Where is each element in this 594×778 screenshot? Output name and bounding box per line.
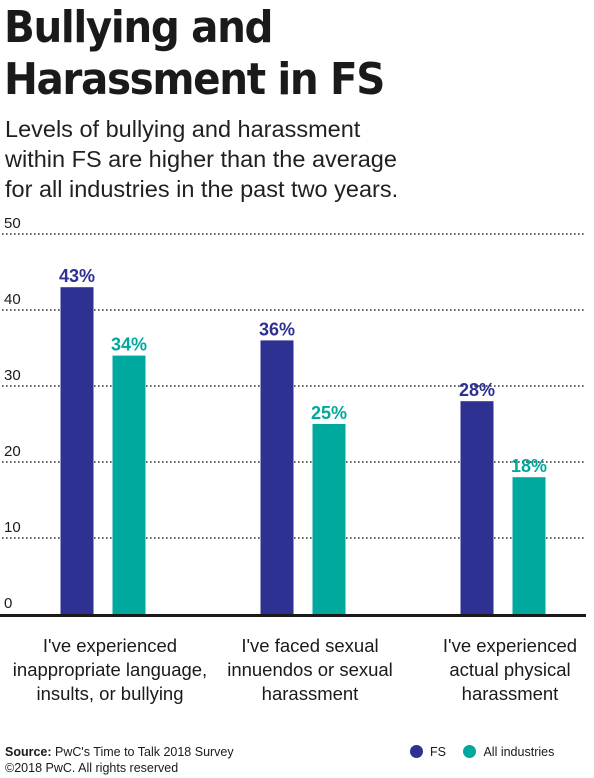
legend-label: All industries [483, 745, 555, 759]
y-tick-label: 50 [4, 215, 21, 232]
bar-fs [460, 401, 494, 614]
x-category-label: harassment [462, 683, 559, 704]
subtitle-line: Levels of bullying and harassment [5, 116, 361, 142]
legend: FS All industries [410, 744, 568, 760]
title-line: Harassment in FS [4, 54, 385, 105]
bar-all-industries [312, 424, 346, 614]
data-label: 34% [111, 335, 147, 355]
subtitle-line: for all industries in the past two years… [5, 176, 399, 202]
chart-title: Bullying and Harassment in FS [4, 2, 538, 106]
source-text: PwC's Time to Talk 2018 Survey [51, 745, 234, 759]
data-label: 18% [511, 456, 547, 476]
legend-item-fs: FS [410, 744, 446, 760]
legend-swatch-fs [410, 745, 423, 758]
x-category-label: innuendos or sexual [227, 659, 393, 680]
bar-all-industries [512, 477, 546, 614]
chart-subtitle: Levels of bullying and harassment within… [5, 114, 590, 204]
x-category-label: harassment [262, 683, 359, 704]
bar-all-industries [112, 355, 146, 614]
title-line: Bullying and [4, 2, 274, 53]
legend-swatch-all-industries [463, 745, 477, 758]
data-label: 25% [311, 403, 347, 423]
bar-chart: 0 10 20 30 40 50 43% 34% I've experienced inappro… [0, 215, 586, 704]
data-label: 28% [459, 380, 495, 400]
bar-fs [60, 287, 94, 614]
bar-fs [260, 340, 294, 614]
x-category-label: actual physical [449, 659, 570, 680]
source-note: Source: PwC's Time to Talk 2018 Survey ©… [5, 744, 234, 776]
x-category-label: I've faced sexual [241, 635, 378, 656]
y-tick-label: 0 [4, 595, 12, 612]
data-label: 36% [259, 319, 295, 339]
x-category-label: insults, or bullying [36, 683, 183, 704]
data-label: 43% [59, 266, 95, 286]
y-tick-label: 40 [4, 291, 21, 308]
y-tick-label: 10 [4, 519, 21, 536]
x-category-label: inappropriate language, [13, 659, 207, 680]
y-tick-label: 30 [4, 367, 21, 384]
y-tick-label: 20 [4, 443, 21, 460]
legend-label: FS [430, 745, 446, 759]
legend-item-all-industries: All industries [463, 744, 554, 760]
copyright: ©2018 PwC. All rights reserved [5, 761, 179, 775]
x-category-label: I've experienced [43, 635, 177, 656]
subtitle-line: within FS are higher than the average [5, 146, 397, 172]
source-label: Source: [5, 745, 52, 759]
x-category-label: I've experienced [443, 635, 577, 656]
